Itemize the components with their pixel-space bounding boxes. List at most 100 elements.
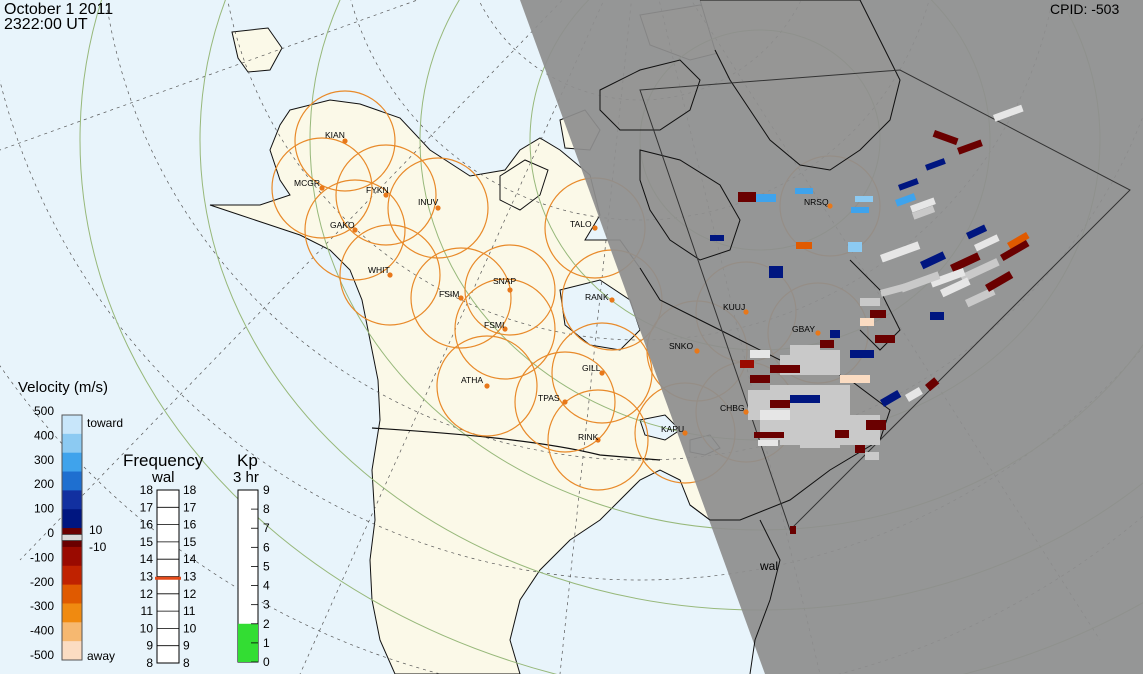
backscatter-cell <box>870 310 886 318</box>
frequency-tick-label-left: 16 <box>140 518 154 532</box>
backscatter-cell <box>710 235 724 241</box>
kp-tick-label: 8 <box>263 502 270 516</box>
backscatter-cell <box>965 287 996 308</box>
backscatter-cell <box>770 365 800 373</box>
station-label-rank: RANK <box>585 292 609 302</box>
backscatter-cell <box>740 360 754 368</box>
backscatter-cell <box>738 192 756 202</box>
frequency-tick-label-right: 12 <box>183 587 197 601</box>
frequency-tick-label-right: 9 <box>183 639 190 653</box>
station-dot-gako <box>352 227 358 233</box>
station-dot-kian <box>342 138 348 144</box>
station-dot-fsim <box>458 295 464 301</box>
backscatter-cell <box>924 158 946 171</box>
kp-bar: 9 8 7 6 5 4 3 2 1 0 <box>237 483 270 669</box>
velocity-tick-label: 0 <box>47 526 54 540</box>
velocity-tick-labels: 500 400 300 200 100 0 -100 -200 -300 -400 -500 <box>30 404 54 662</box>
backscatter-cell <box>750 350 770 358</box>
backscatter-cell <box>860 318 874 326</box>
kp-tick-label: 7 <box>263 521 270 535</box>
frequency-tick-label-right: 11 <box>183 604 196 618</box>
station-dot-nrsq <box>827 203 833 209</box>
backscatter-cell <box>898 178 919 191</box>
station-label-rink: RINK <box>578 432 599 442</box>
backscatter-cell <box>875 335 895 343</box>
backscatter-cell <box>850 350 874 358</box>
station-label-kapu: KAPU <box>661 424 684 434</box>
backscatter-cell <box>830 330 840 338</box>
radar-label: wal <box>759 559 778 573</box>
velocity-away-label: away <box>87 649 115 663</box>
velocity-color-swatch <box>62 603 82 623</box>
cpid-label: CPID: -503 <box>1050 1 1120 17</box>
station-dot-tpas <box>562 399 568 405</box>
kp-level-fill <box>238 623 258 662</box>
kp-tick-label: 9 <box>263 483 270 497</box>
velocity-tick-label: -500 <box>30 648 54 662</box>
backscatter-cell <box>960 258 1000 283</box>
station-label-atha: ATHA <box>461 375 483 385</box>
frequency-tick-label-left: 17 <box>140 500 154 514</box>
station-label-whit: WHIT <box>368 265 390 275</box>
frequency-tick-label-left: 13 <box>140 570 154 584</box>
backscatter-cell <box>932 129 959 146</box>
velocity-color-swatch <box>62 471 82 491</box>
station-dot-atha <box>484 383 490 389</box>
velocity-color-swatch <box>62 509 82 529</box>
arctic-island-1 <box>499 159 549 211</box>
station-dot-fykn <box>383 192 389 198</box>
kp-tick-label: 6 <box>263 540 270 554</box>
station-dot-rink <box>595 437 601 443</box>
velocity-color-swatch <box>62 641 82 661</box>
station-label-fykn: FYKN <box>366 185 389 195</box>
velocity-tick-label: 500 <box>34 404 54 418</box>
station-label-gako: GAKO <box>330 220 355 230</box>
station-dot-gill <box>599 370 605 376</box>
backscatter-cell <box>851 207 869 213</box>
kp-tick-label: 1 <box>263 636 270 650</box>
frequency-tick-label-right: 15 <box>183 535 197 549</box>
station-dot-kapu <box>682 430 688 436</box>
backscatter-cells <box>710 104 1030 534</box>
velocity-color-swatch <box>62 565 82 586</box>
backscatter-cell <box>860 298 880 306</box>
station-dot-chbg <box>743 409 749 415</box>
backscatter-cell <box>895 193 917 207</box>
station-dot-whit <box>387 272 393 278</box>
time-label: 2322:00 UT <box>4 16 88 33</box>
legend-panel: Velocity (m/s) 5004003002001000-100-200-… <box>18 379 270 670</box>
velocity-tick-label: 100 <box>34 502 54 516</box>
frequency-tick-label-left: 9 <box>146 639 153 653</box>
station-label-gill: GILL <box>582 363 601 373</box>
station-label-chbg: CHBG <box>720 403 745 413</box>
frequency-tick-label-right: 10 <box>183 621 197 635</box>
kp-tick-label: 2 <box>263 617 270 631</box>
backscatter-cell <box>866 420 886 430</box>
backscatter-cell <box>770 400 790 408</box>
velocity-tick-label: -200 <box>30 575 54 589</box>
backscatter-cell <box>796 242 812 249</box>
backscatter-cell <box>855 196 873 202</box>
frequency-bar: 18 18 17 17 16 16 15 15 14 14 13 13 12 12 11 11 10 10 9 9 8 8 <box>140 483 197 670</box>
backscatter-cell <box>756 194 776 202</box>
station-label-snap: SNAP <box>493 276 516 286</box>
kp-tick-label: 3 <box>263 598 270 612</box>
station-dot-mcgr <box>319 185 325 191</box>
station-label-snko: SNKO <box>669 341 693 351</box>
backscatter-cell <box>939 277 971 298</box>
backscatter-cell <box>790 395 820 403</box>
night-coastlines <box>599 0 901 674</box>
date-label: October 1 2011 <box>4 1 114 18</box>
station-label-kian: KIAN <box>325 130 345 140</box>
north-america-landmass <box>231 27 283 73</box>
backscatter-cell <box>930 268 966 288</box>
frequency-tick-label-left: 18 <box>140 483 154 497</box>
station-label-inuv: INUV <box>418 197 439 207</box>
frequency-tick-label-left: 14 <box>140 552 154 566</box>
frequency-tick-label-left: 12 <box>140 587 154 601</box>
frequency-tick-label-left: 11 <box>141 604 154 618</box>
backscatter-cell <box>840 375 870 383</box>
backscatter-cell <box>880 241 921 263</box>
backscatter-cell <box>957 139 983 155</box>
velocity-color-swatch <box>62 584 82 604</box>
